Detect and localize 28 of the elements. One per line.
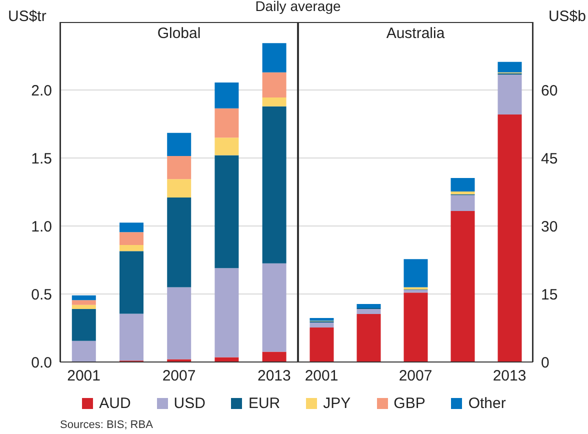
y-tick-label: 1.5 [31,150,52,168]
legend-label: USD [172,395,206,412]
y-tick-label: 30 [541,218,558,236]
y-tick-label: 60 [541,82,558,100]
legend-label: JPY [322,395,351,412]
legend-label: EUR [247,395,280,412]
y-axis-title: US$b [548,8,586,25]
chart-subtitle: Australia [385,25,446,42]
y-tick-label: 0 [541,354,550,372]
y-tick-label: 2.0 [31,82,52,100]
y-tick-label: 1.0 [31,218,52,236]
x-tick-label: 2001 [67,368,100,385]
x-tick-label: 2001 [304,368,338,385]
legend-label: Other [467,395,506,412]
chart-title: Daily average [255,0,341,14]
x-tick-label: 2007 [398,368,432,385]
legend-label: GBP [392,395,426,412]
y-tick-label: 0.0 [31,354,52,372]
y-axis-title: US$tr [8,8,46,25]
y-tick-label: 15 [541,286,558,304]
source-note: Sources: BIS; RBA [60,419,153,431]
y-tick-label: 0.5 [31,286,52,304]
y-tick-label: 45 [541,150,558,168]
chart-subtitle: Global [156,25,202,42]
legend-label: AUD [98,395,131,412]
x-tick-label: 2013 [258,368,291,385]
x-tick-label: 2007 [162,368,196,385]
x-tick-label: 2013 [492,368,526,385]
